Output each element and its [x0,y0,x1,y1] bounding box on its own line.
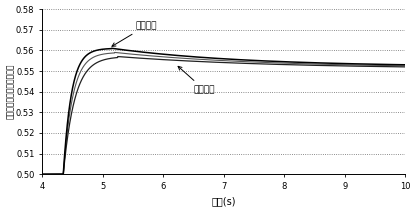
Y-axis label: 同步发电机端出电压标幺値: 同步发电机端出电压标幺値 [5,64,15,119]
Text: 仿真曲线: 仿真曲线 [112,21,157,46]
X-axis label: 时间(s): 时间(s) [211,197,236,206]
Text: 实测曲线: 实测曲线 [178,66,215,94]
